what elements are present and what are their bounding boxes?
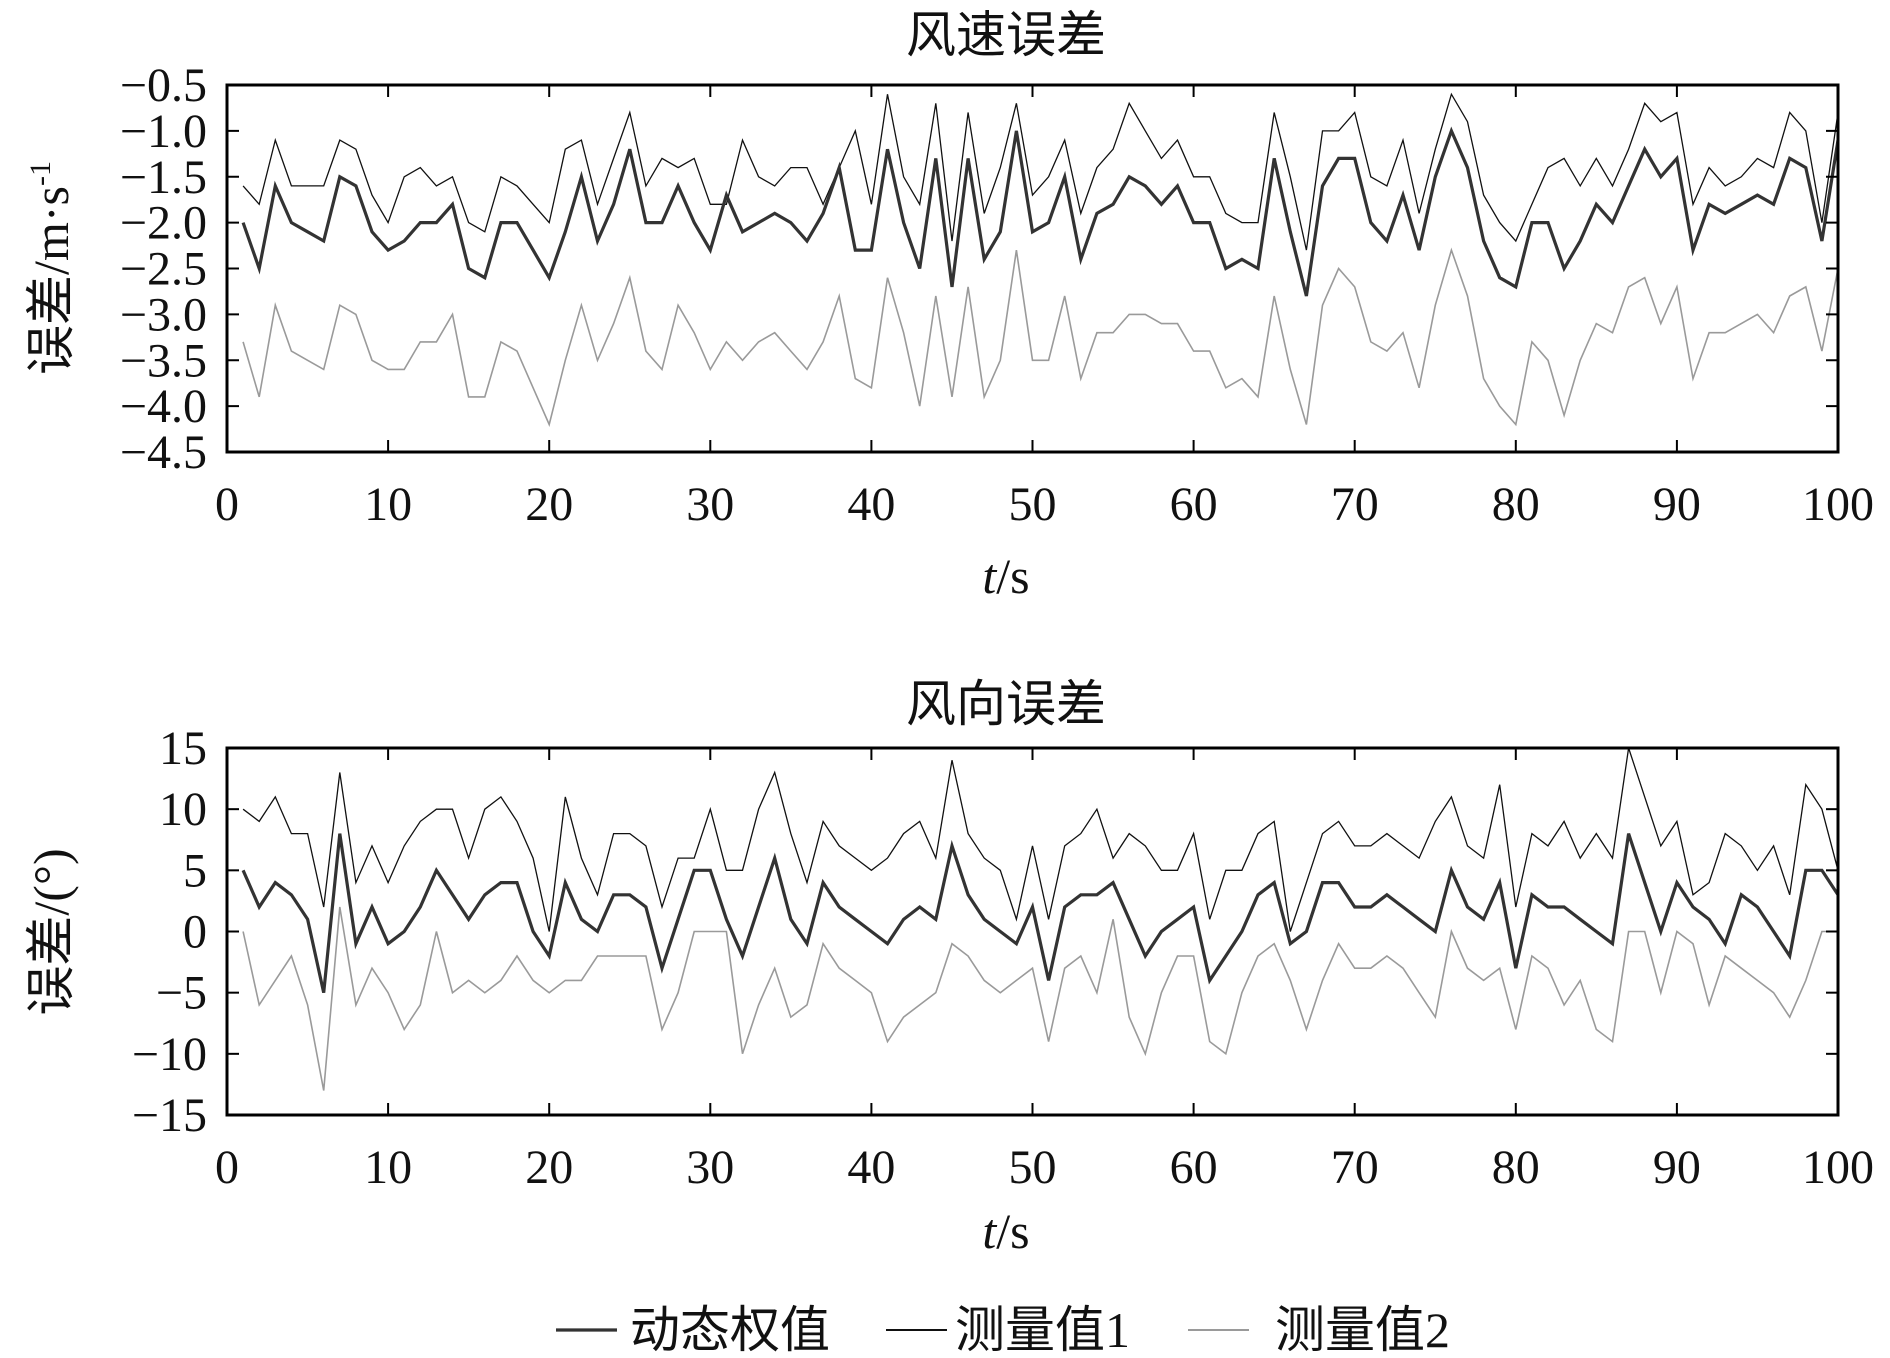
x-axis-label-unit: /s: [996, 548, 1029, 604]
wind-speed-y-tick-label: −4.0: [120, 380, 207, 433]
wind-speed-x-tick-label: 70: [1331, 478, 1379, 531]
wind-direction-error-title: 风向误差: [906, 676, 1106, 732]
wind-speed-y-tick-label: −2.5: [120, 243, 207, 296]
wind-direction-series-layer: [241, 747, 1840, 1091]
wind-direction-x-tick-label: 40: [847, 1141, 895, 1194]
wind-speed-error-title: 风速误差: [906, 7, 1106, 63]
wind-speed-x-tick-label: 80: [1492, 478, 1540, 531]
wind-speed-series-measurement-2: [242, 247, 1839, 427]
wind-direction-x-tick-label: 20: [525, 1141, 573, 1194]
legend: 动态权值 测量值1 测量值2: [556, 1302, 1450, 1358]
wind-direction-y-tick-label: 0: [183, 906, 207, 959]
wind-speed-x-tick-label: 20: [525, 478, 573, 531]
legend-item-measurement-2: 测量值2: [1188, 1302, 1450, 1358]
wind-direction-y-axis-label: 误差/(°): [23, 848, 79, 1015]
wind-speed-series-layer: [241, 92, 1840, 427]
wind-direction-x-axis-label: t/s: [982, 1203, 1029, 1259]
wind-speed-y-axis-label: 误差/m·s-1: [23, 161, 79, 375]
wind-direction-x-tick-label: 30: [686, 1141, 734, 1194]
x-axis-label-italic: t: [982, 1203, 997, 1259]
wind-direction-series-measurement-2: [242, 906, 1838, 1091]
wind-speed-x-tick-label: 50: [1009, 478, 1057, 531]
legend-label-dynamic-weight: 动态权值: [630, 1302, 830, 1358]
wind-speed-y-tick-label: −2.0: [120, 197, 207, 250]
wind-direction-series-measurement-1: [242, 747, 1839, 932]
wind-speed-x-tick-label: 100: [1802, 478, 1874, 531]
wind-speed-x-axis-label: t/s: [982, 548, 1029, 604]
x-axis-label-italic: t: [982, 548, 997, 604]
wind-direction-series-dynamic-weight: [241, 833, 1840, 994]
wind-speed-x-tick-label: 30: [686, 478, 734, 531]
wind-direction-y-tick-label: −10: [132, 1028, 207, 1081]
wind-speed-series-measurement-1: [242, 92, 1839, 251]
wind-direction-x-tick-label: 80: [1492, 1141, 1540, 1194]
wind-speed-y-tick-label: −4.5: [120, 426, 207, 479]
wind-speed-x-tick-label: 0: [215, 478, 239, 531]
wind-speed-y-tick-label: −3.0: [120, 288, 207, 341]
wind-direction-x-tick-label: 90: [1653, 1141, 1701, 1194]
wind-direction-y-tick-label: 5: [183, 844, 207, 897]
legend-label-measurement-2: 测量值2: [1275, 1302, 1450, 1358]
wind-direction-y-tick-label: 15: [159, 722, 207, 775]
wind-speed-y-tick-label: −1.0: [120, 105, 207, 158]
wind-speed-error-panel: 风速误差 0 10 20 30 40 50 60 70 80 90 100−0.5−1.0−1.5−…: [23, 7, 1874, 604]
wind-speed-y-tick-label: −0.5: [120, 59, 207, 112]
legend-label-measurement-1: 测量值1: [955, 1302, 1130, 1358]
wind-direction-x-tick-label: 10: [364, 1141, 412, 1194]
wind-direction-x-tick-label: 60: [1170, 1141, 1218, 1194]
wind-speed-x-tick-label: 40: [847, 478, 895, 531]
x-axis-label-unit: /s: [996, 1203, 1029, 1259]
wind-direction-x-tick-label: 100: [1802, 1141, 1874, 1194]
y-axis-label-sup: -1: [24, 161, 57, 186]
wind-speed-x-tick-label: 60: [1170, 478, 1218, 531]
wind-direction-x-tick-label: 50: [1009, 1141, 1057, 1194]
legend-item-dynamic-weight: 动态权值: [556, 1302, 830, 1358]
wind-speed-y-tick-label: −1.5: [120, 151, 207, 204]
wind-speed-ticks-layer: 0 10 20 30 40 50 60 70 80 90 100 −0.5−1.0−1.5−2.0−2…: [120, 59, 1874, 531]
wind-direction-x-tick-label: 70: [1331, 1141, 1379, 1194]
y-axis-label-main: 误差/m·s: [23, 186, 79, 375]
wind-speed-y-tick-label: −3.5: [120, 334, 207, 387]
wind-speed-series-dynamic-weight: [241, 126, 1840, 297]
wind-direction-y-tick-label: −5: [156, 967, 207, 1020]
wind-direction-y-tick-label: 10: [159, 783, 207, 836]
wind-direction-x-tick-label: 0: [215, 1141, 239, 1194]
wind-speed-x-tick-label: 90: [1653, 478, 1701, 531]
wind-direction-error-panel: 风向误差 0 10 20 30 40 50 60 70 80 90 100151050−5−10−1…: [23, 676, 1874, 1259]
wind-direction-y-tick-label: −15: [132, 1089, 207, 1142]
wind-speed-x-tick-label: 10: [364, 478, 412, 531]
legend-item-measurement-1: 测量值1: [886, 1302, 1130, 1358]
